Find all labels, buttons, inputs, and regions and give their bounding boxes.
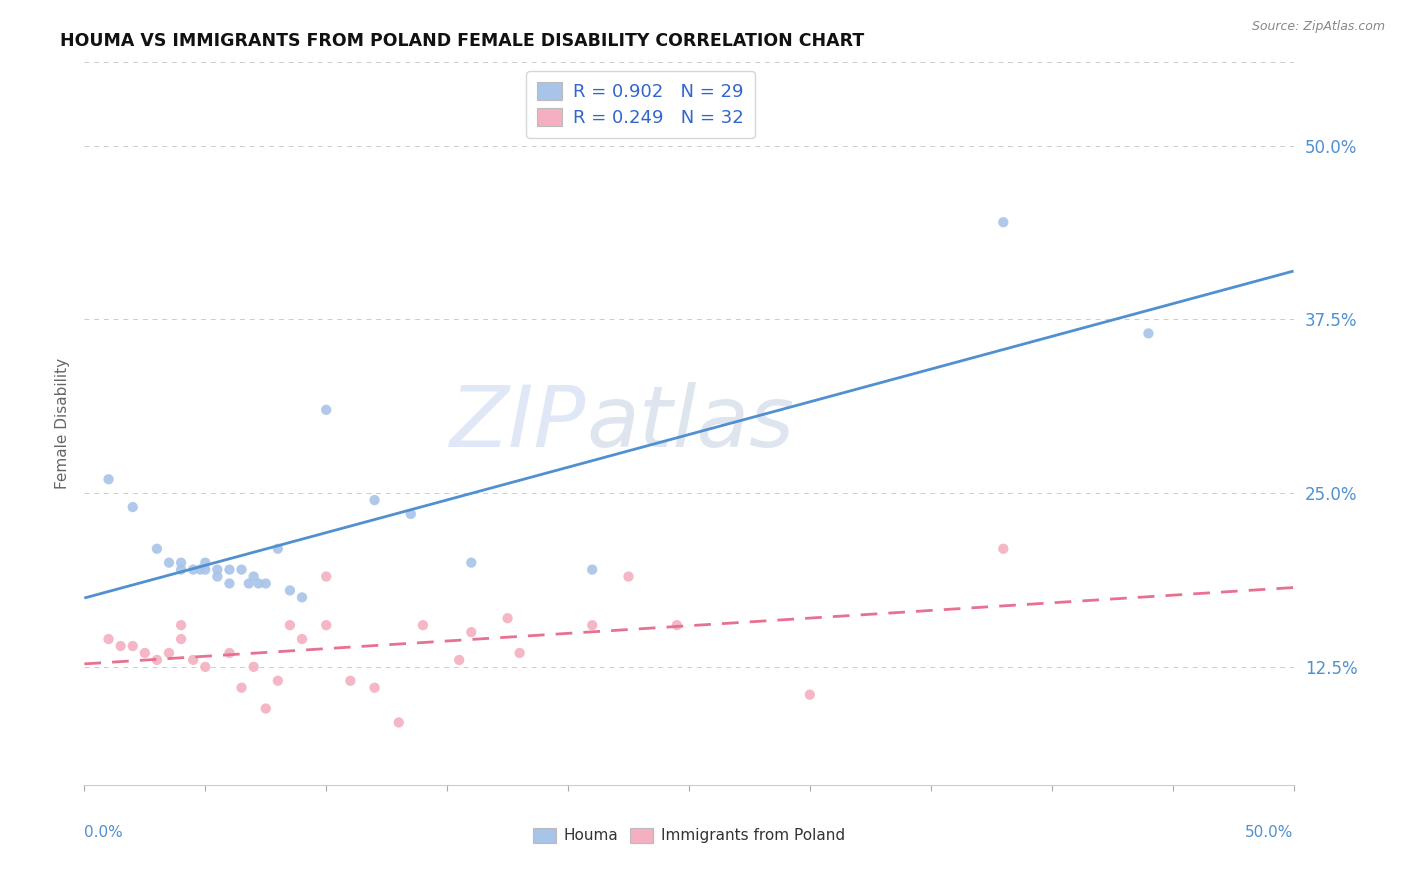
Point xyxy=(170,556,193,570)
Point xyxy=(181,653,204,667)
Point xyxy=(267,673,290,688)
Point xyxy=(254,576,277,591)
Point xyxy=(218,576,240,591)
Point xyxy=(339,673,361,688)
Y-axis label: Female Disability: Female Disability xyxy=(55,358,70,490)
Point xyxy=(315,569,337,583)
Point xyxy=(399,507,422,521)
Text: Source: ZipAtlas.com: Source: ZipAtlas.com xyxy=(1251,20,1385,33)
Point xyxy=(291,632,314,646)
Point xyxy=(363,493,385,508)
Point xyxy=(254,701,277,715)
Legend: Houma, Immigrants from Poland: Houma, Immigrants from Poland xyxy=(527,822,851,849)
Point xyxy=(181,563,204,577)
Point xyxy=(157,646,180,660)
Point xyxy=(170,618,193,632)
Point xyxy=(278,618,301,632)
Point xyxy=(315,618,337,632)
Point xyxy=(617,569,640,583)
Point xyxy=(388,715,411,730)
Point xyxy=(267,541,290,556)
Point xyxy=(315,402,337,417)
Text: atlas: atlas xyxy=(586,382,794,466)
Point xyxy=(799,688,821,702)
Point xyxy=(194,563,217,577)
Text: ZIP: ZIP xyxy=(450,382,586,466)
Point xyxy=(110,639,132,653)
Point xyxy=(97,472,120,486)
Point xyxy=(134,646,156,660)
Point xyxy=(238,576,260,591)
Point xyxy=(190,563,212,577)
Text: 0.0%: 0.0% xyxy=(84,825,124,839)
Text: 50.0%: 50.0% xyxy=(1246,825,1294,839)
Point xyxy=(97,632,120,646)
Point xyxy=(121,500,143,514)
Point xyxy=(460,556,482,570)
Point xyxy=(242,569,264,583)
Point xyxy=(412,618,434,632)
Point xyxy=(1137,326,1160,341)
Point xyxy=(581,618,603,632)
Point xyxy=(665,618,688,632)
Point xyxy=(278,583,301,598)
Point xyxy=(170,632,193,646)
Point xyxy=(218,563,240,577)
Point xyxy=(509,646,531,660)
Point xyxy=(247,576,270,591)
Point xyxy=(146,541,169,556)
Point xyxy=(194,556,217,570)
Point xyxy=(291,591,314,605)
Point xyxy=(449,653,471,667)
Point xyxy=(157,556,180,570)
Point xyxy=(218,646,240,660)
Point xyxy=(121,639,143,653)
Point xyxy=(496,611,519,625)
Point xyxy=(146,653,169,667)
Point xyxy=(993,541,1015,556)
Point xyxy=(231,681,253,695)
Point xyxy=(207,569,229,583)
Point xyxy=(231,563,253,577)
Point xyxy=(993,215,1015,229)
Point xyxy=(242,660,264,674)
Point xyxy=(194,660,217,674)
Point xyxy=(581,563,603,577)
Point xyxy=(207,563,229,577)
Point xyxy=(363,681,385,695)
Point xyxy=(170,563,193,577)
Text: HOUMA VS IMMIGRANTS FROM POLAND FEMALE DISABILITY CORRELATION CHART: HOUMA VS IMMIGRANTS FROM POLAND FEMALE D… xyxy=(60,32,865,50)
Point xyxy=(460,625,482,640)
